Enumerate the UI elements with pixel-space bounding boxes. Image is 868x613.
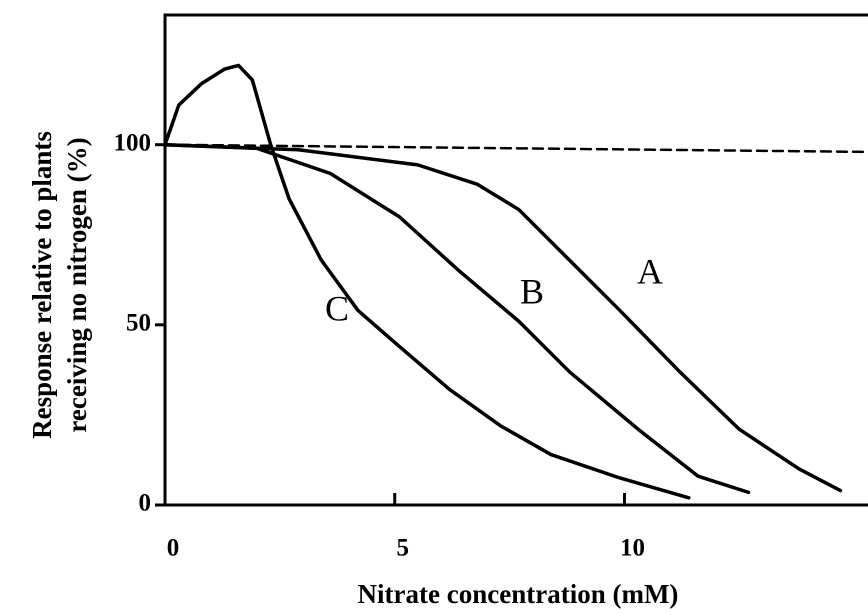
x-axis-label: Nitrate concentration (mM) xyxy=(358,579,679,609)
y-axis-label-line: receiving no nitrogen (%) xyxy=(62,137,92,432)
x-tick-label: 0 xyxy=(167,535,180,562)
series-label: C xyxy=(325,288,349,328)
x-tick-label: 10 xyxy=(620,535,645,562)
y-axis-label-line: Response relative to plants xyxy=(27,131,57,439)
y-axis-label: Response relative to plants receiving no… xyxy=(27,131,92,439)
line xyxy=(163,142,751,495)
x-tick-label: 5 xyxy=(396,535,409,562)
y-tick-label: 50 xyxy=(126,310,151,337)
line xyxy=(163,143,868,154)
plot-frame xyxy=(163,13,868,507)
line xyxy=(163,63,691,500)
series-label: B xyxy=(520,271,544,311)
y-tick-label: 100 xyxy=(114,129,152,156)
y-tick-label: 0 xyxy=(139,490,152,517)
series-label: A xyxy=(637,251,663,291)
line xyxy=(163,142,843,493)
